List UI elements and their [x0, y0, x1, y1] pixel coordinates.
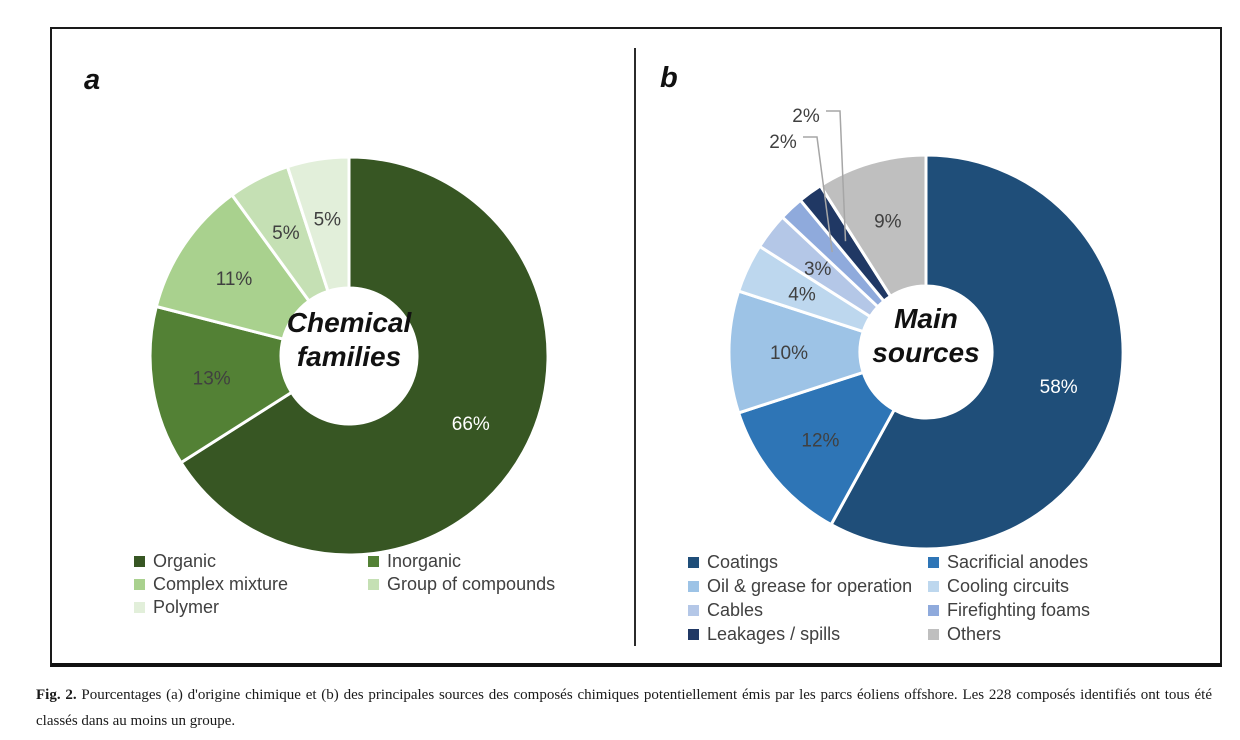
legend-label: Cooling circuits [947, 575, 1070, 596]
pct-label-cooling-circuits: 4% [788, 285, 816, 306]
legend-swatch-others [928, 628, 939, 640]
legend-label: Organic [153, 551, 217, 571]
pie-slice-others [818, 153, 928, 298]
pie-slice-inorganic [148, 305, 294, 465]
legend-item-oil-grease-for-operation: Oil & grease for operation [688, 574, 928, 598]
legend-item-cooling-circuits: Cooling circuits [928, 574, 1090, 598]
caption-text: Pourcentages (a) d'origine chimique et (… [36, 687, 1212, 729]
legend-main-sources: Coatings Sacrificial anodes Oil & grease f… [688, 550, 1090, 646]
legend-item-complex-mixture: Complex mixture [134, 573, 368, 596]
pct-label-cables: 3% [804, 259, 832, 280]
legend-item-cables: Cables [688, 598, 928, 622]
legend-item-firefighting-foams: Firefighting foams [928, 598, 1090, 622]
pct-label-group-of-compounds: 5% [272, 223, 300, 244]
legend-swatch-polymer [134, 602, 145, 613]
caption-figure-number: Fig. 2. [36, 687, 77, 703]
legend-label: Polymer [153, 597, 220, 617]
pie-slice-polymer [286, 155, 351, 293]
legend-swatch-organic [134, 556, 145, 567]
legend-item-inorganic: Inorganic [368, 550, 555, 573]
pct-label-leakages-spills: 2% [792, 106, 820, 127]
pct-label-firefighting-foams: 2% [769, 132, 797, 153]
legend-item-coatings: Coatings [688, 550, 928, 574]
legend-swatch-complex-mixture [134, 579, 145, 590]
legend-swatch-oil-grease-for-operation [688, 580, 699, 592]
legend-item-polymer: Polymer [134, 596, 368, 619]
pct-label-sacrificial-anodes: 12% [801, 430, 839, 451]
leader-line-leakages-spills [826, 110, 847, 242]
pie-slice-sacrificial-anodes [737, 370, 896, 527]
legend-swatch-sacrificial-anodes [928, 556, 939, 568]
legend-label: Inorganic [387, 551, 462, 571]
leader-line-firefighting-foams [803, 136, 833, 253]
legend-label: Oil & grease for operation [707, 575, 913, 596]
legend-item-organic: Organic [134, 550, 368, 573]
legend-item-others: Others [928, 622, 1090, 646]
legend-swatch-cooling-circuits [928, 580, 939, 592]
legend-label: Coatings [707, 551, 779, 572]
panel-divider [634, 48, 636, 646]
donut-center-title-chemical-families: Chemical families [287, 307, 413, 372]
legend-label: Firefighting foams [947, 599, 1091, 620]
pie-slice-organic [179, 155, 550, 557]
panel-b-label: b [660, 62, 678, 94]
pct-label-oil-grease-for-operation: 10% [770, 343, 808, 364]
pct-label-others: 9% [874, 211, 902, 232]
legend-label: Cables [707, 599, 764, 620]
legend-label: Leakages / spills [707, 623, 841, 644]
legend-label: Complex mixture [153, 574, 289, 594]
pct-label-polymer: 5% [314, 210, 342, 231]
pct-label-inorganic: 13% [193, 369, 231, 390]
legend-item-group-of-compounds: Group of compounds [368, 573, 555, 596]
legend-label: Group of compounds [387, 574, 556, 594]
donut-center-title-main-sources: Main sources [872, 303, 979, 368]
legend-swatch-firefighting-foams [928, 604, 939, 616]
legend-swatch-group-of-compounds [368, 579, 379, 590]
legend-swatch-cables [688, 604, 699, 616]
pct-label-complex-mixture: 11% [216, 269, 253, 290]
legend-item-leakages-spills: Leakages / spills [688, 622, 928, 646]
legend-chemical-families: Organic Inorganic Complex mixture Group of … [134, 550, 555, 619]
legend-label: Others [947, 623, 1002, 644]
pie-slice-complex-mixture [154, 193, 311, 341]
legend-item-sacrificial-anodes: Sacrificial anodes [928, 550, 1090, 574]
pie-slice-coatings [829, 153, 1125, 551]
pct-label-coatings: 58% [1040, 377, 1078, 398]
legend-swatch-inorganic [368, 556, 379, 567]
pct-label-organic: 66% [452, 414, 490, 435]
legend-swatch-coatings [688, 556, 699, 568]
legend-swatch-leakages-spills [688, 628, 699, 640]
legend-label: Sacrificial anodes [947, 551, 1089, 572]
figure-caption: Fig. 2. Pourcentages (a) d'origine chimi… [36, 682, 1212, 734]
panel-a-label: a [84, 64, 101, 96]
